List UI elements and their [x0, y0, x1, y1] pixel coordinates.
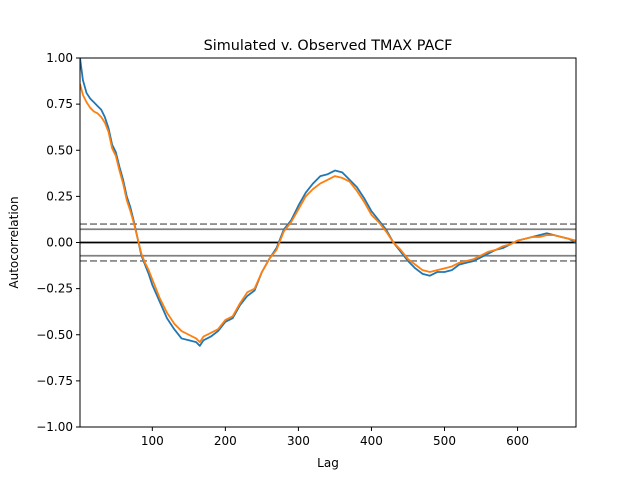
x-tick-label: 600	[506, 434, 529, 448]
x-tick-label: 400	[360, 434, 383, 448]
x-axis-label: Lag	[317, 456, 339, 470]
y-tick-label: 0.00	[46, 236, 73, 250]
series-line-2	[80, 83, 576, 344]
y-tick-label: −0.25	[36, 282, 73, 296]
plot-area	[80, 58, 576, 347]
y-axis-label: Autocorrelation	[7, 196, 21, 288]
x-tick-label: 500	[433, 434, 456, 448]
y-tick-label: −0.50	[36, 328, 73, 342]
axis-ticks: 100 200 300 400 500 600 −1.00 −0.75 −0.50 −0.25 0.…	[36, 51, 529, 448]
y-tick-label: −1.00	[36, 420, 73, 434]
y-tick-label: 0.25	[46, 189, 73, 203]
x-tick-label: 100	[141, 434, 164, 448]
x-tick-label: 200	[214, 434, 237, 448]
series-line-1	[80, 58, 576, 347]
y-tick-label: −0.75	[36, 374, 73, 388]
y-tick-label: 0.50	[46, 143, 73, 157]
x-tick-label: 300	[287, 434, 310, 448]
y-tick-label: 0.75	[46, 97, 73, 111]
y-tick-label: 1.00	[46, 51, 73, 65]
chart-title: Simulated v. Observed TMAX PACF	[204, 38, 453, 54]
